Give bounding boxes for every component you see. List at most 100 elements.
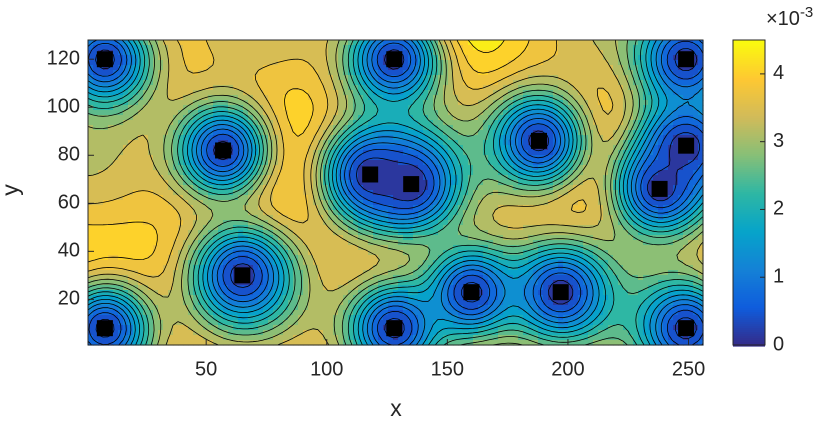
contour-cell: [108, 205, 114, 211]
contour-cell: [183, 145, 189, 151]
contour-cell: [593, 55, 599, 61]
contour-cell: [188, 40, 194, 46]
contour-cell: [693, 135, 699, 141]
contour-cell: [113, 90, 119, 96]
contour-cell: [323, 135, 329, 141]
contour-cell: [263, 185, 269, 191]
contour-cell: [633, 105, 639, 111]
contour-cell: [508, 50, 514, 56]
contour-cell: [298, 60, 304, 66]
contour-cell: [128, 60, 134, 66]
contour-cell: [693, 180, 699, 186]
contour-cell: [393, 145, 399, 151]
contour-cell: [568, 195, 574, 201]
contour-cell: [403, 80, 409, 86]
contour-cell: [518, 115, 524, 121]
contour-cell: [438, 90, 444, 96]
contour-cell: [123, 180, 129, 186]
contour-cell: [448, 130, 454, 136]
contour-cell: [233, 215, 239, 221]
contour-cell: [88, 130, 94, 136]
contour-cell: [113, 220, 119, 226]
contour-cell: [503, 95, 509, 101]
contour-cell: [613, 195, 619, 201]
contour-cell: [228, 200, 234, 206]
contour-cell: [633, 160, 639, 166]
contour-cell: [408, 150, 414, 156]
contour-cell: [518, 190, 524, 196]
contour-cell: [273, 170, 279, 176]
contour-cell: [663, 45, 669, 51]
contour-cell: [123, 110, 129, 116]
contour-cell: [688, 155, 694, 161]
contour-cell: [668, 200, 674, 206]
contour-cell: [208, 140, 214, 146]
contour-cell: [283, 140, 289, 146]
contour-cell: [658, 45, 664, 51]
contour-cell: [308, 95, 314, 101]
contour-cell: [548, 160, 554, 166]
contour-cell: [188, 60, 194, 66]
contour-cell: [658, 50, 664, 56]
contour-cell: [88, 140, 94, 146]
contour-cell: [288, 110, 294, 116]
contour-cell: [278, 160, 284, 166]
contour-cell: [343, 100, 349, 106]
contour-cell: [628, 90, 634, 96]
contour-cell: [333, 170, 339, 176]
contour-cell: [308, 230, 314, 236]
contour-cell: [348, 105, 354, 111]
contour-cell: [388, 100, 394, 106]
contour-cell: [513, 90, 519, 96]
contour-cell: [553, 110, 559, 116]
contour-cell: [433, 175, 439, 181]
contour-cell: [628, 180, 634, 186]
contour-cell: [303, 125, 309, 131]
contour-cell: [188, 110, 194, 116]
contour-cell: [528, 80, 534, 86]
contour-cell: [238, 80, 244, 86]
contour-cell: [328, 105, 334, 111]
contour-cell: [433, 85, 439, 91]
contour-cell: [278, 200, 284, 206]
contour-cell: [593, 90, 599, 96]
contour-cell: [513, 105, 519, 111]
contour-cell: [538, 115, 544, 121]
contour-cell: [258, 120, 264, 126]
contour-cell: [173, 230, 179, 236]
contour-cell: [628, 155, 634, 161]
contour-cell: [558, 70, 564, 76]
contour-cell: [183, 125, 189, 131]
contour-cell: [243, 140, 249, 146]
contour-cell: [523, 220, 529, 226]
contour-cell: [638, 180, 644, 186]
contour-cell: [138, 55, 144, 61]
contour-cell: [353, 75, 359, 81]
contour-cell: [118, 165, 124, 171]
contour-cell: [633, 125, 639, 131]
contour-cell: [98, 175, 104, 181]
contour-cell: [278, 105, 284, 111]
contour-cell: [503, 235, 509, 241]
contour-cell: [438, 100, 444, 106]
contour-cell: [88, 90, 94, 96]
contour-cell: [218, 215, 224, 221]
contour-cell: [678, 125, 684, 131]
contour-cell: [313, 105, 319, 111]
contour-cell: [258, 85, 264, 91]
contour-cell: [583, 85, 589, 91]
contour-cell: [353, 150, 359, 156]
contour-cell: [193, 65, 199, 71]
contour-cell: [268, 125, 274, 131]
contour-cell: [468, 65, 474, 71]
contour-cell: [453, 190, 459, 196]
contour-cell: [538, 105, 544, 111]
contour-cell: [143, 225, 149, 231]
contour-cell: [488, 130, 494, 136]
contour-cell: [338, 145, 344, 151]
contour-cell: [128, 65, 134, 71]
contour-cell: [408, 155, 414, 161]
contour-cell: [243, 65, 249, 71]
contour-cell: [268, 130, 274, 136]
contour-cell: [393, 195, 399, 201]
